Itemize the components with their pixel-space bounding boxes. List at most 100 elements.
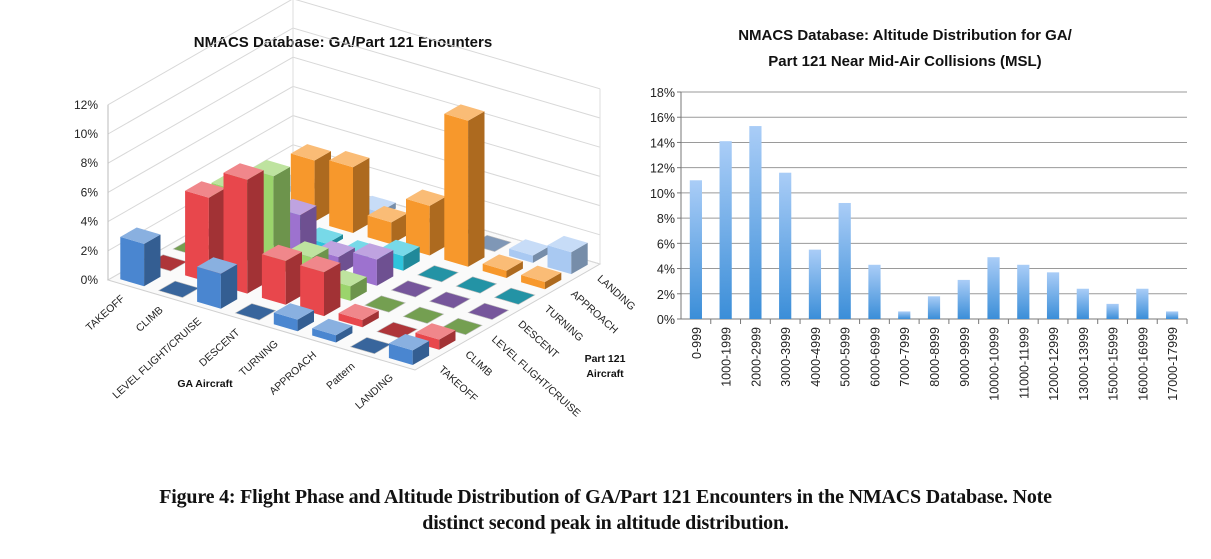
chart2-bar [1106, 303, 1119, 319]
chart1-bar-side-face [468, 111, 485, 267]
chart1-bar-top-face [482, 254, 523, 271]
chart2-bar [1166, 311, 1179, 319]
chart2-x-label: 15000-15999 [1107, 327, 1121, 401]
chart1-bar-top-face [120, 227, 161, 244]
chart2-x-label: 9000-9999 [958, 327, 972, 387]
chart1-bar-front-face [338, 313, 363, 328]
chart1-bar [467, 302, 510, 320]
chart2-y-tick-label: 18% [650, 86, 675, 100]
chart1-bar-top-face [353, 243, 394, 260]
chart2-x-label: 11000-11999 [1017, 327, 1031, 399]
flight-phase-3d-chart: NMACS Database: GA/Part 121 Enounters 0%… [74, 0, 638, 419]
chart1-bar-side-face [571, 242, 588, 275]
chart1-bar-side-face [297, 310, 314, 332]
chart1-bar-front-face [388, 343, 413, 365]
chart1-bar-front-face [406, 198, 430, 256]
chart2-x-label: 10000-10999 [988, 327, 1002, 401]
chart2-gridlines: 0% 2% 4% 6% 8% 10% 12% 14% 16% 18% [650, 86, 1188, 327]
chart1-bar [406, 189, 447, 256]
chart1-bar-top-face [290, 144, 331, 161]
chart1-bar-top-face [406, 189, 447, 206]
chart1-y-tick-label: 12% [74, 98, 98, 112]
chart2-x-labels: 0-999 1000-1999 2000-2999 3000-3999 4000-499… [690, 327, 1180, 401]
ga-axis-label: GA Aircraft [177, 378, 233, 390]
chart2-title-line1: NMACS Database: Altitude Distribution fo… [738, 27, 1072, 44]
chart1-bar-front-face [120, 236, 145, 287]
chart1-bar [417, 265, 459, 283]
chart2-bar [987, 257, 1000, 319]
chart1-bar [509, 239, 550, 263]
chart1-bar-floor-tile [417, 265, 459, 283]
chart2-bar [927, 296, 941, 319]
chart2-bar [957, 279, 970, 319]
chart2-x-label: 2000-2999 [749, 327, 763, 387]
chart1-bar-front-face [329, 160, 353, 233]
chart1-bar-side-face [362, 310, 379, 328]
chart1-bar-side-face [324, 262, 341, 317]
caption-line-1: Figure 4: Flight Phase and Altitude Dist… [159, 486, 1052, 508]
chart2-y-tick-label: 4% [657, 263, 675, 277]
chart1-bar-front-face [367, 215, 392, 245]
chart2-x-label: 7000-7999 [898, 327, 912, 387]
chart1-bar-floor-tile [467, 302, 510, 320]
chart2-x-label: 13000-13999 [1077, 327, 1091, 401]
chart2-bar [868, 264, 881, 319]
altitude-distribution-chart: NMACS Database: Altitude Distribution fo… [650, 27, 1188, 401]
part121-axis-label: Part 121 Aircraft [585, 353, 626, 380]
chart1-bar [261, 244, 302, 305]
chart1-bar-top-face [261, 244, 302, 261]
chart1-bar [185, 181, 226, 283]
chart1-gridline [107, 0, 601, 106]
part121-axis-label-line2: Aircraft [586, 368, 624, 380]
chart2-bars [689, 126, 1179, 319]
chart2-bar [1017, 264, 1030, 319]
chart1-bars [120, 104, 588, 365]
chart1-bar [390, 280, 433, 298]
chart1-bar [493, 287, 536, 305]
chart1-bar [234, 303, 277, 321]
chart1-bar [547, 235, 588, 275]
chart1-bar [120, 227, 161, 287]
chart1-bar-floor-tile [429, 291, 471, 309]
chart1-bar-front-face [312, 328, 336, 343]
chart1-bar-top-face [338, 303, 379, 320]
chart1-bar [376, 321, 418, 339]
chart1-bar-side-face [403, 246, 420, 271]
chart1-bar-front-face [261, 254, 286, 305]
caption-line-2: distinct second peak in altitude distrib… [422, 512, 789, 534]
chart1-y-tick-label: 8% [81, 156, 99, 170]
chart1-bar-side-face [391, 213, 408, 245]
chart1-bar-front-face [521, 275, 545, 290]
chart1-bar [402, 306, 445, 324]
chart1-bar-side-face [350, 277, 367, 301]
chart1-bar-side-face [336, 325, 353, 343]
chart1-y-tick-label: 2% [81, 244, 99, 258]
chart1-bar-front-face [300, 265, 324, 317]
chart2-x-label: 6000-6999 [868, 327, 882, 387]
chart1-bar-top-face [197, 257, 238, 274]
chart1-bar-floor-tile [364, 295, 406, 313]
chart1-bar [455, 276, 498, 294]
chart1-bar-side-face [412, 341, 430, 365]
chart1-bar-side-face [376, 250, 394, 286]
chart2-x-label: 8000-8999 [928, 327, 942, 387]
chart1-bar [388, 334, 430, 365]
chart1-bar-top-face [521, 265, 562, 282]
chart1-bar [482, 254, 523, 278]
chart1-bar-floor-tile [493, 287, 536, 305]
chart1-bar-floor-tile [376, 321, 418, 339]
chart2-x-label: 4000-4999 [809, 327, 823, 387]
chart2-y-tick-label: 6% [657, 237, 675, 251]
chart1-bar-floor-tile [390, 280, 433, 298]
chart2-bar [808, 249, 822, 319]
chart1-bar-top-face [312, 318, 353, 336]
chart2-y-tick-label: 14% [650, 136, 675, 150]
chart2-y-tick-label: 2% [657, 288, 675, 302]
chart2-title-line2: Part 121 Near Mid-Air Collisions (MSL) [768, 53, 1041, 70]
chart1-bar [444, 104, 485, 267]
part121-axis-label-line1: Part 121 [585, 353, 626, 365]
chart2-y-tick-label: 10% [650, 187, 675, 201]
chart2-y-tick-label: 16% [650, 111, 675, 125]
chart2-bar [838, 202, 851, 319]
chart2-y-tick-label: 12% [650, 162, 675, 176]
